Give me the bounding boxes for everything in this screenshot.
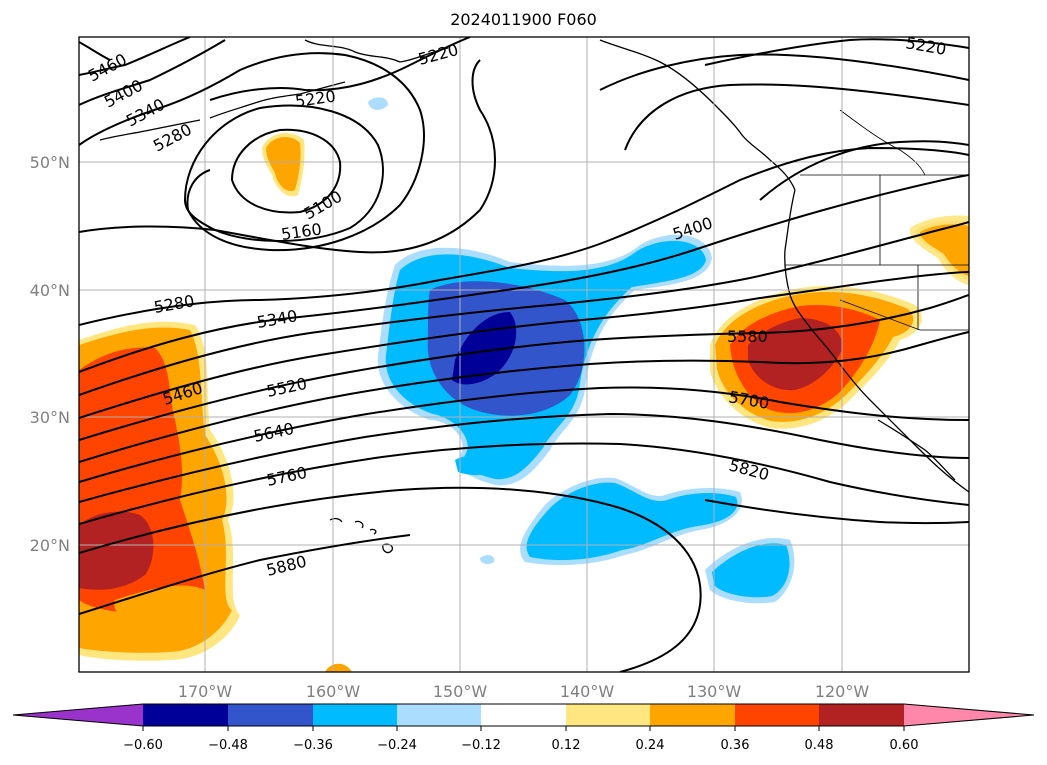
map-content: 5460 5400 5340 5280 5220 5220 5220 5100 … <box>79 33 969 672</box>
colorbar-tick-label: 0.12 <box>552 738 581 753</box>
colorbar-tick-label: 0.36 <box>721 738 750 753</box>
map-frame <box>78 36 970 673</box>
contour-5100 <box>230 128 342 214</box>
lat-label-40n: 40°N <box>30 281 70 300</box>
contour-5340-nw <box>79 39 226 106</box>
colorbar-bin-9 <box>819 704 904 726</box>
colorbar-tick-label: 0.48 <box>805 738 834 753</box>
lon-label-170w: 170°W <box>178 682 233 701</box>
colorbar-extend-low <box>13 704 143 726</box>
colorbar-bin-2 <box>228 704 313 726</box>
height-contours <box>79 37 969 672</box>
colorbar-bin-1 <box>143 704 228 726</box>
colorbar-tick-label: −0.24 <box>377 738 417 753</box>
aleutian-islands <box>209 81 346 119</box>
colorbar-tick-label: −0.36 <box>293 738 333 753</box>
colorbar-tick-label: −0.48 <box>208 738 248 753</box>
lon-label-160w: 160°W <box>306 682 361 701</box>
contour-5760 <box>79 412 969 503</box>
lon-label-120w: 120°W <box>815 682 870 701</box>
contour-5460-nw <box>79 41 111 61</box>
longitude-labels: 170°W 160°W 150°W 140°W 130°W 120°W <box>178 682 870 701</box>
lat-label-30n: 30°N <box>30 408 70 427</box>
contour-5280-ne <box>599 53 969 91</box>
colorbar: −0.60 −0.48 −0.36 −0.24 −0.12 0.12 0.24 … <box>12 703 1035 753</box>
colorbar-tick-label: −0.12 <box>461 738 501 753</box>
contour-5880-east <box>704 499 969 525</box>
contour-5280-nw <box>79 52 425 252</box>
contour-5220-ne <box>704 38 969 66</box>
lon-label-140w: 140°W <box>560 682 615 701</box>
colorbar-tick-label: 0.60 <box>890 738 919 753</box>
hawaiian-islands <box>329 517 394 554</box>
contour-5220-aleutian <box>209 37 471 101</box>
lon-label-150w: 150°W <box>433 682 488 701</box>
alaska-bc-coast <box>599 39 796 191</box>
latitude-labels: 50°N 40°N 30°N 20°N <box>30 153 70 555</box>
positive-anomaly-small <box>262 133 352 672</box>
contour-label-5220-c: 5220 <box>904 33 947 59</box>
colorbar-bin-3 <box>313 704 397 726</box>
colorbar-bin-4 <box>397 704 481 726</box>
contour-5340-ne <box>624 83 969 151</box>
contour-5580 <box>79 294 969 441</box>
contour-5520 <box>79 271 969 419</box>
contour-5400-ne <box>759 140 969 201</box>
colorbar-tick-label: −0.60 <box>123 738 163 753</box>
lon-label-130w: 130°W <box>687 682 742 701</box>
negative-anomaly-subtropical <box>368 97 795 604</box>
contour-5340 <box>79 146 969 326</box>
baja-california <box>877 419 956 481</box>
contour-label-5580: 5580 <box>727 327 768 346</box>
contour-5640 <box>79 331 969 463</box>
contour-5400 <box>79 174 969 373</box>
lat-label-50n: 50°N <box>30 153 70 172</box>
lat-label-20n: 20°N <box>30 536 70 555</box>
colorbar-bin-6 <box>566 704 650 726</box>
map-title: 2024011900 F060 <box>450 10 597 29</box>
colorbar-tick-label: 0.24 <box>636 738 665 753</box>
coastlines <box>99 39 969 554</box>
contour-5820 <box>79 442 969 525</box>
colorbar-bin-7 <box>650 704 735 726</box>
contour-5460 <box>79 221 969 396</box>
contour-5400-nw <box>79 37 191 76</box>
contour-5280 <box>79 59 496 254</box>
us-west-coast <box>784 189 969 493</box>
contour-5700 <box>79 386 969 483</box>
borders <box>785 109 969 331</box>
contour-5880-west <box>79 534 411 615</box>
aleutian-islands-west <box>99 119 201 141</box>
contour-5880-loop <box>79 486 702 672</box>
colorbar-tick-labels: −0.60 −0.48 −0.36 −0.24 −0.12 0.12 0.24 … <box>123 738 918 753</box>
colorbar-extend-high <box>904 704 1034 726</box>
colorbar-tick-marks <box>142 726 905 731</box>
alaska-peninsula-coast <box>304 39 449 63</box>
colorbar-bin-5 <box>481 704 566 726</box>
colorbar-bin-8 <box>735 704 819 726</box>
